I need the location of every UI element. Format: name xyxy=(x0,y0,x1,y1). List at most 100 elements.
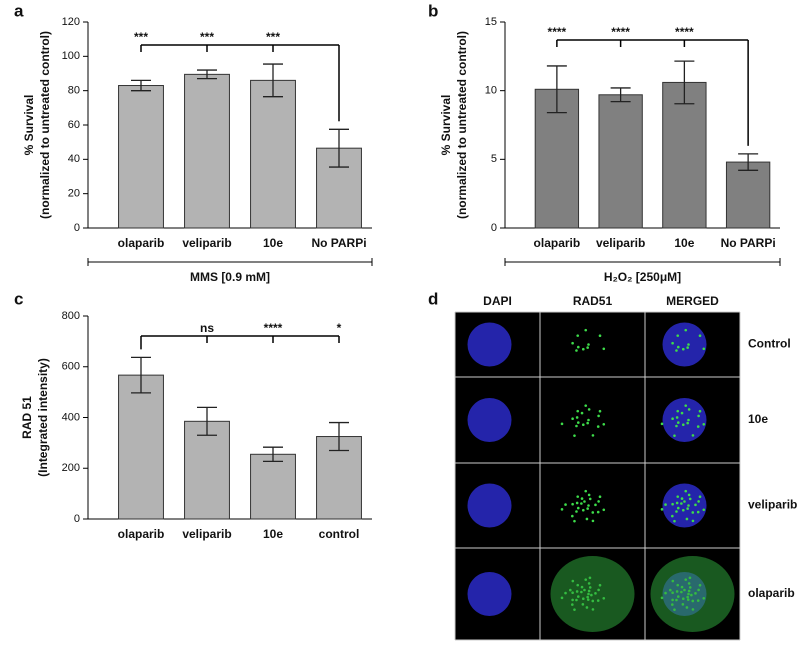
foci xyxy=(676,506,680,510)
foci xyxy=(676,334,680,337)
image-panel: d DAPI RAD51 MERGED Control 10e veliparib olapa… xyxy=(428,289,797,641)
bar xyxy=(598,94,643,229)
y-tick-label: 600 xyxy=(62,361,80,373)
foci xyxy=(583,500,586,503)
foci xyxy=(597,414,600,418)
x-tick-label: olaparib xyxy=(534,236,581,250)
foci xyxy=(675,510,678,513)
foci xyxy=(680,502,683,505)
foci xyxy=(675,501,679,505)
y-tick-label: 0 xyxy=(74,222,80,234)
x-tick-label: 10e xyxy=(263,236,283,250)
foci xyxy=(581,347,585,351)
y-axis-label: (normalized to untreated control) xyxy=(455,31,469,219)
foci xyxy=(575,501,579,505)
foci xyxy=(687,504,690,507)
significance-label: *** xyxy=(134,30,148,44)
cytoplasm xyxy=(650,556,735,632)
significance-label: **** xyxy=(264,321,283,335)
foci xyxy=(671,514,674,518)
row-label: veliparib xyxy=(748,498,797,512)
foci xyxy=(564,503,567,506)
nucleus xyxy=(662,398,707,442)
foci xyxy=(571,417,574,421)
significance-label: *** xyxy=(200,30,214,44)
significance-label: **** xyxy=(675,25,694,39)
significance-label: *** xyxy=(266,30,280,44)
foci xyxy=(687,418,690,422)
y-tick-label: 20 xyxy=(68,188,80,200)
foci xyxy=(698,409,702,413)
foci xyxy=(696,425,700,428)
bar xyxy=(725,161,771,229)
foci xyxy=(676,409,680,413)
foci xyxy=(673,519,676,523)
foci xyxy=(676,345,680,349)
y-axis-label: RAD 51 xyxy=(20,396,34,439)
column-header: MERGED xyxy=(666,294,719,308)
foci xyxy=(581,508,585,512)
foci xyxy=(685,517,689,521)
foci xyxy=(681,347,685,351)
foci xyxy=(594,503,597,507)
bar xyxy=(250,79,296,229)
x-tick-label: olaparib xyxy=(118,236,165,250)
foci xyxy=(573,519,576,523)
foci xyxy=(576,495,580,498)
significance-label: * xyxy=(337,321,342,335)
y-tick-label: 80 xyxy=(68,85,80,97)
foci xyxy=(587,408,591,411)
foci xyxy=(698,495,702,499)
foci xyxy=(560,508,564,511)
y-tick-label: 60 xyxy=(68,119,80,131)
foci xyxy=(588,497,592,501)
foci xyxy=(673,434,676,437)
foci xyxy=(571,514,574,518)
foci xyxy=(684,404,688,407)
foci xyxy=(575,349,578,352)
foci xyxy=(671,417,674,421)
nucleus xyxy=(662,322,707,367)
y-tick-label: 0 xyxy=(491,222,497,234)
foci xyxy=(591,511,595,514)
foci xyxy=(598,334,602,338)
foci xyxy=(571,502,574,506)
foci xyxy=(680,411,684,415)
foci xyxy=(686,346,689,349)
panel-label: c xyxy=(14,289,23,308)
foci xyxy=(584,328,588,332)
x-axis-label: MMS [0.9 mM] xyxy=(190,270,270,284)
foci xyxy=(576,345,580,349)
y-axis-label: (Integrated intensity) xyxy=(36,358,50,477)
foci xyxy=(671,502,674,506)
foci xyxy=(681,423,685,427)
foci xyxy=(687,343,690,346)
y-tick-label: 800 xyxy=(62,310,80,322)
foci xyxy=(684,328,688,332)
foci xyxy=(602,422,606,426)
y-axis-label: (normalized to untreated control) xyxy=(38,31,52,219)
x-tick-label: No PARPi xyxy=(721,236,776,250)
foci xyxy=(687,493,691,497)
nucleus xyxy=(467,483,512,528)
foci xyxy=(660,422,664,426)
nucleus xyxy=(467,572,512,616)
foci xyxy=(585,517,589,521)
foci xyxy=(694,503,697,507)
column-header: RAD51 xyxy=(573,294,613,308)
row-label: 10e xyxy=(748,412,768,426)
bar xyxy=(118,374,164,520)
foci xyxy=(584,489,588,493)
x-tick-label: 10e xyxy=(263,527,283,541)
foci xyxy=(691,434,695,437)
foci xyxy=(576,334,580,337)
foci xyxy=(688,497,692,501)
foci xyxy=(676,421,680,424)
foci xyxy=(675,424,678,428)
foci xyxy=(681,508,685,512)
y-tick-label: 0 xyxy=(74,513,80,525)
foci xyxy=(584,404,588,407)
foci xyxy=(560,422,564,426)
foci xyxy=(697,500,700,503)
